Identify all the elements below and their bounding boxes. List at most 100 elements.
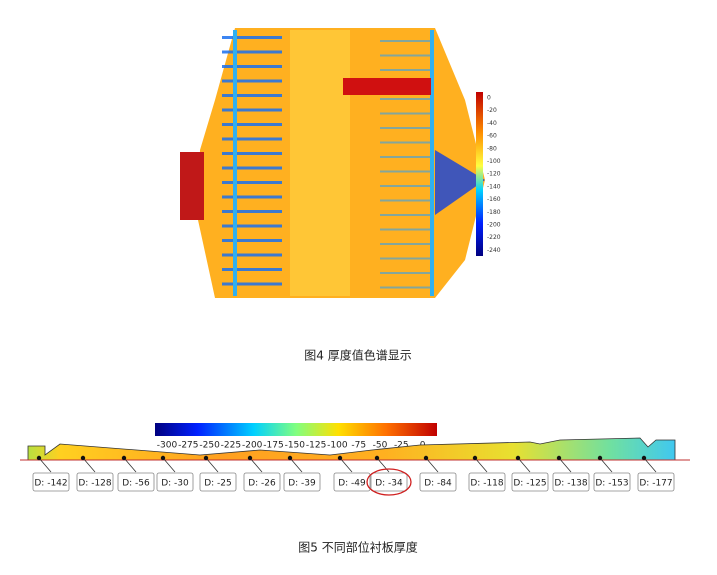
point bbox=[423, 455, 429, 461]
stripe bbox=[222, 50, 282, 54]
stripe bbox=[222, 253, 282, 257]
stripe bbox=[222, 181, 282, 184]
label-box bbox=[637, 472, 675, 492]
leader bbox=[162, 457, 176, 473]
point bbox=[160, 455, 166, 461]
thickness-label: D: -128 bbox=[78, 479, 112, 489]
thickness-label: D: -49 bbox=[338, 479, 366, 489]
point bbox=[247, 455, 253, 461]
stripe bbox=[222, 166, 282, 170]
colorbar-tick-label: -240 bbox=[487, 247, 501, 254]
stripe bbox=[233, 30, 237, 296]
stripe bbox=[222, 282, 282, 286]
stripe bbox=[380, 170, 432, 173]
stripe bbox=[222, 268, 282, 271]
colorbar-tick-label: -25 bbox=[394, 441, 409, 451]
stripe bbox=[380, 214, 432, 216]
leader bbox=[82, 457, 96, 473]
stripe bbox=[222, 108, 282, 112]
leader bbox=[249, 457, 263, 473]
colorbar-tick-label: -100 bbox=[327, 441, 348, 451]
colorbar-tick-label: -300 bbox=[157, 441, 178, 451]
point bbox=[80, 455, 86, 461]
thickness-label: D: -56 bbox=[122, 479, 150, 489]
label-box bbox=[243, 472, 281, 492]
stripe bbox=[380, 69, 432, 71]
stripe bbox=[380, 112, 432, 115]
leader bbox=[205, 457, 219, 473]
stripe bbox=[380, 141, 432, 144]
label-box bbox=[419, 472, 457, 492]
caption: 图4 厚度值色谱显示 bbox=[304, 348, 411, 363]
leader bbox=[123, 457, 137, 473]
thickness-label: D: -34 bbox=[375, 479, 403, 489]
thickness-label: D: -39 bbox=[288, 479, 316, 489]
stripe bbox=[380, 228, 432, 231]
stripe bbox=[380, 127, 432, 129]
colorbar-tick-label: -220 bbox=[487, 234, 501, 241]
label-box bbox=[593, 472, 631, 492]
colorbar bbox=[155, 423, 437, 436]
point bbox=[121, 455, 127, 461]
point bbox=[515, 455, 521, 461]
stripe bbox=[222, 36, 282, 39]
stripe bbox=[430, 30, 434, 296]
label-box bbox=[117, 472, 155, 492]
stripe bbox=[380, 272, 432, 274]
thickness-label: D: -153 bbox=[595, 479, 628, 489]
stripe bbox=[380, 185, 432, 187]
stripe bbox=[222, 224, 282, 228]
point bbox=[641, 455, 647, 461]
stripe bbox=[380, 40, 432, 42]
thickness-label: D: -30 bbox=[161, 479, 189, 489]
stripe bbox=[222, 123, 282, 126]
colorbar-tick-label: -75 bbox=[351, 441, 366, 451]
colorbar-tick-label: -120 bbox=[487, 171, 501, 178]
thickness-label: D: -118 bbox=[470, 479, 504, 489]
leader bbox=[339, 457, 353, 473]
colorbar-tick-label: -50 bbox=[373, 441, 388, 451]
thickness-label: D: -177 bbox=[639, 479, 672, 489]
point bbox=[597, 455, 603, 461]
colorbar-tick-label: 0 bbox=[487, 95, 491, 102]
colorbar-tick-label: -160 bbox=[487, 196, 501, 203]
label-box bbox=[552, 472, 590, 492]
stripe bbox=[222, 94, 282, 97]
point bbox=[556, 455, 562, 461]
colorbar-tick-label: -140 bbox=[487, 183, 501, 190]
stripe bbox=[222, 195, 282, 199]
point bbox=[337, 455, 343, 461]
caption: 图5 不同部位衬板厚度 bbox=[298, 540, 417, 555]
highlight-circle bbox=[366, 468, 412, 496]
leader bbox=[643, 457, 657, 473]
label-box bbox=[283, 472, 321, 492]
leader bbox=[599, 457, 613, 473]
stripe bbox=[222, 152, 282, 155]
colorbar-tick-label: -100 bbox=[487, 158, 501, 165]
colorbar-tick-label: -200 bbox=[242, 441, 263, 451]
label-box bbox=[333, 472, 371, 492]
thickness-label: D: -26 bbox=[248, 479, 276, 489]
label-box bbox=[32, 472, 70, 492]
label-box bbox=[370, 472, 408, 492]
colorbar-tick-label: -80 bbox=[487, 145, 497, 152]
colorbar-tick-label: -125 bbox=[306, 441, 326, 451]
leader bbox=[474, 457, 488, 473]
point bbox=[374, 455, 380, 461]
stripe bbox=[380, 54, 432, 57]
point bbox=[472, 455, 478, 461]
colorbar-tick-label: -40 bbox=[487, 120, 497, 127]
thickness-label: D: -125 bbox=[513, 479, 546, 489]
leader bbox=[558, 457, 572, 473]
stripe bbox=[222, 79, 282, 83]
leader bbox=[517, 457, 531, 473]
label-box bbox=[76, 472, 114, 492]
leader bbox=[425, 457, 439, 473]
colorbar-tick-label: -60 bbox=[487, 133, 497, 140]
label-box bbox=[156, 472, 194, 492]
label-box bbox=[468, 472, 506, 492]
colorbar-tick-label: -225 bbox=[221, 441, 241, 451]
stripe bbox=[380, 98, 432, 100]
